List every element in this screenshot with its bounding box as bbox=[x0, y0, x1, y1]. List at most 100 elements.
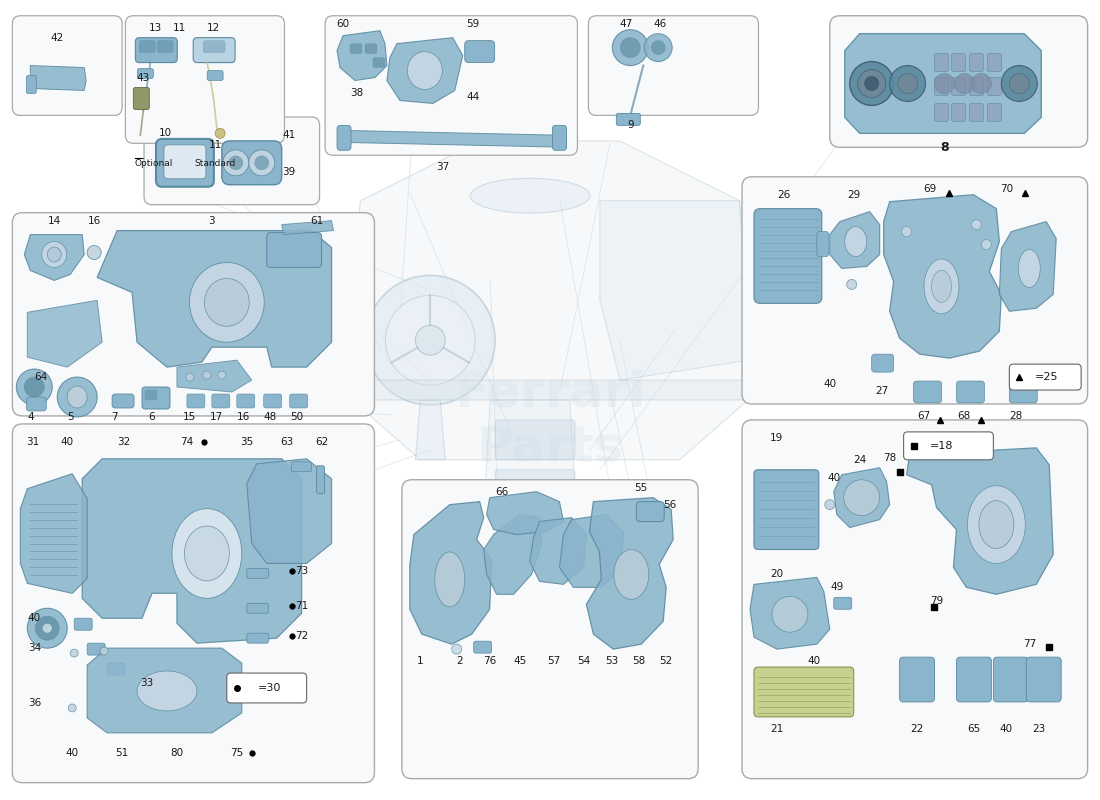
Text: 68: 68 bbox=[957, 411, 970, 421]
FancyBboxPatch shape bbox=[373, 58, 385, 67]
Polygon shape bbox=[387, 38, 463, 103]
FancyBboxPatch shape bbox=[12, 213, 374, 416]
Text: 54: 54 bbox=[576, 656, 590, 666]
Text: Ferrari
Parts: Ferrari Parts bbox=[454, 368, 646, 472]
Text: 19: 19 bbox=[770, 433, 783, 443]
Circle shape bbox=[68, 704, 76, 712]
Circle shape bbox=[1010, 74, 1030, 94]
FancyBboxPatch shape bbox=[266, 233, 321, 267]
Text: 41: 41 bbox=[282, 130, 295, 140]
Circle shape bbox=[898, 74, 917, 94]
Ellipse shape bbox=[185, 526, 229, 581]
Text: 4: 4 bbox=[28, 412, 34, 422]
Polygon shape bbox=[486, 492, 563, 534]
Polygon shape bbox=[586, 498, 673, 649]
Polygon shape bbox=[834, 468, 890, 527]
Circle shape bbox=[57, 377, 97, 417]
FancyBboxPatch shape bbox=[1010, 381, 1037, 403]
FancyBboxPatch shape bbox=[246, 603, 268, 614]
Text: 72: 72 bbox=[295, 631, 308, 641]
FancyBboxPatch shape bbox=[145, 390, 157, 400]
FancyBboxPatch shape bbox=[952, 103, 966, 122]
Ellipse shape bbox=[205, 278, 250, 326]
Circle shape bbox=[890, 66, 925, 102]
FancyBboxPatch shape bbox=[87, 643, 106, 655]
FancyBboxPatch shape bbox=[289, 394, 308, 408]
Circle shape bbox=[772, 596, 807, 632]
Text: 40: 40 bbox=[807, 656, 821, 666]
Circle shape bbox=[70, 649, 78, 657]
Text: 80: 80 bbox=[170, 748, 184, 758]
FancyBboxPatch shape bbox=[474, 641, 492, 653]
Circle shape bbox=[229, 156, 243, 170]
FancyBboxPatch shape bbox=[495, 470, 575, 500]
Text: 64: 64 bbox=[34, 372, 47, 382]
Text: 63: 63 bbox=[280, 437, 294, 447]
Polygon shape bbox=[246, 458, 331, 563]
Text: 57: 57 bbox=[547, 656, 560, 666]
Text: Standard: Standard bbox=[195, 158, 235, 168]
Text: 46: 46 bbox=[653, 18, 667, 29]
Polygon shape bbox=[560, 514, 624, 587]
Text: 40: 40 bbox=[28, 614, 41, 623]
Text: 16: 16 bbox=[88, 216, 101, 226]
FancyBboxPatch shape bbox=[754, 209, 822, 303]
Circle shape bbox=[902, 226, 912, 237]
Circle shape bbox=[16, 369, 53, 405]
Text: 14: 14 bbox=[47, 216, 60, 226]
FancyBboxPatch shape bbox=[138, 69, 153, 78]
Circle shape bbox=[971, 74, 991, 94]
FancyBboxPatch shape bbox=[834, 598, 851, 610]
FancyBboxPatch shape bbox=[464, 41, 495, 62]
Text: 79: 79 bbox=[930, 596, 943, 606]
Text: 47: 47 bbox=[619, 18, 632, 29]
Polygon shape bbox=[82, 458, 301, 643]
FancyBboxPatch shape bbox=[914, 381, 942, 403]
Text: 51: 51 bbox=[116, 748, 129, 758]
Polygon shape bbox=[529, 518, 586, 584]
Circle shape bbox=[249, 150, 275, 176]
Circle shape bbox=[255, 156, 268, 170]
Circle shape bbox=[844, 480, 880, 515]
FancyBboxPatch shape bbox=[742, 420, 1088, 778]
FancyBboxPatch shape bbox=[207, 70, 223, 81]
Ellipse shape bbox=[845, 226, 867, 257]
Polygon shape bbox=[361, 380, 759, 400]
Text: 34: 34 bbox=[28, 643, 41, 653]
Text: 24: 24 bbox=[854, 454, 867, 465]
Text: 59: 59 bbox=[466, 18, 480, 29]
Text: 45: 45 bbox=[513, 656, 526, 666]
FancyBboxPatch shape bbox=[957, 381, 984, 403]
FancyBboxPatch shape bbox=[135, 38, 177, 62]
Circle shape bbox=[24, 377, 44, 397]
Text: 11: 11 bbox=[173, 22, 186, 33]
FancyBboxPatch shape bbox=[107, 663, 125, 675]
Text: 36: 36 bbox=[28, 698, 41, 708]
FancyBboxPatch shape bbox=[829, 16, 1088, 147]
Polygon shape bbox=[484, 514, 541, 594]
Text: 53: 53 bbox=[605, 656, 618, 666]
Text: 61: 61 bbox=[310, 216, 323, 226]
Ellipse shape bbox=[932, 270, 952, 302]
Text: 40: 40 bbox=[66, 748, 79, 758]
FancyBboxPatch shape bbox=[1010, 364, 1081, 390]
Text: 5: 5 bbox=[67, 412, 74, 422]
Text: 73: 73 bbox=[295, 566, 308, 577]
Text: =25: =25 bbox=[1034, 372, 1058, 382]
Circle shape bbox=[955, 74, 975, 94]
Text: 11: 11 bbox=[209, 140, 222, 150]
Polygon shape bbox=[750, 578, 829, 649]
Text: 70: 70 bbox=[1000, 184, 1013, 194]
Text: 17: 17 bbox=[210, 412, 223, 422]
FancyBboxPatch shape bbox=[317, 466, 324, 494]
Text: 66: 66 bbox=[495, 486, 508, 497]
Text: 16: 16 bbox=[238, 412, 251, 422]
Ellipse shape bbox=[138, 671, 197, 711]
Circle shape bbox=[613, 30, 648, 66]
FancyBboxPatch shape bbox=[12, 16, 122, 115]
Ellipse shape bbox=[967, 486, 1025, 563]
FancyBboxPatch shape bbox=[112, 394, 134, 408]
Text: 22: 22 bbox=[910, 724, 923, 734]
Text: 44: 44 bbox=[466, 93, 480, 102]
FancyBboxPatch shape bbox=[74, 618, 92, 630]
